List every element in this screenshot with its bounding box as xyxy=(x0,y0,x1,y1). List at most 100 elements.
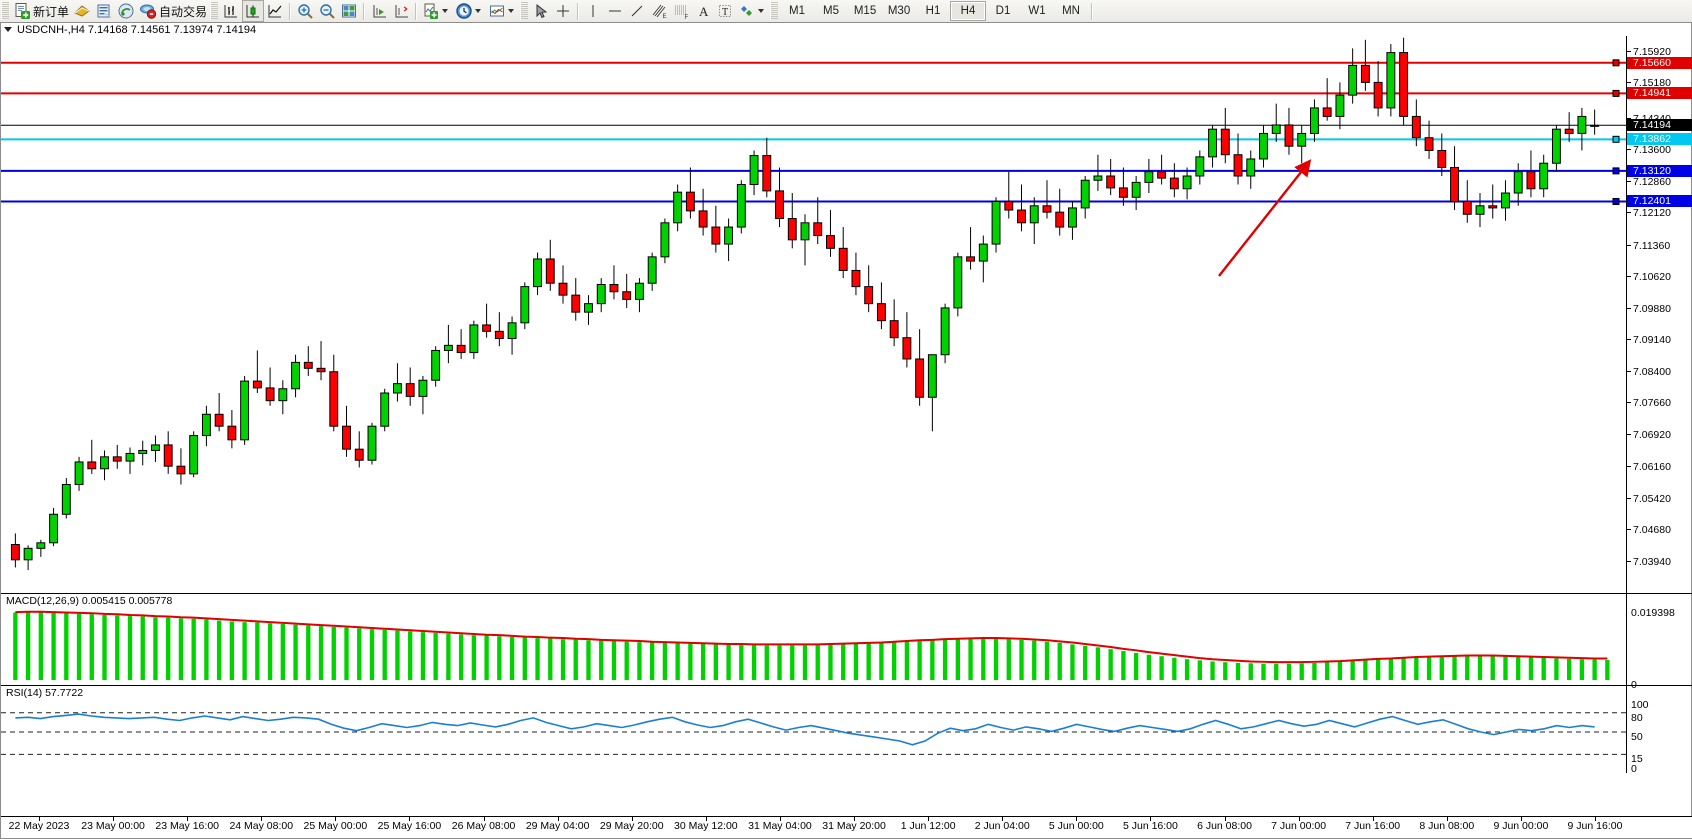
toolbar-separator-4 xyxy=(577,2,580,20)
svg-text:T: T xyxy=(722,7,728,18)
timeframe-w1[interactable]: W1 xyxy=(1028,5,1046,17)
chart-window[interactable]: USDCNH-,H4 7.14168 7.14561 7.13974 7.141… xyxy=(0,22,1692,839)
price-tick: 7.10620 xyxy=(1627,271,1692,283)
macd-plot-area[interactable] xyxy=(1,594,1627,685)
line-chart-button[interactable] xyxy=(264,1,286,21)
price-tick: 7.13600 xyxy=(1627,144,1692,156)
time-axis-label: 29 May 20:00 xyxy=(599,820,664,832)
line-chart-icon xyxy=(266,2,284,20)
toolbar-grip[interactable] xyxy=(1,2,9,20)
new-order-button[interactable]: 新订单 xyxy=(11,1,71,21)
auto-trading-icon xyxy=(139,2,157,20)
fibonacci-button[interactable]: F xyxy=(670,1,692,21)
templates-list-button[interactable] xyxy=(486,1,519,21)
time-tick xyxy=(779,817,781,821)
timeframe-m15[interactable]: M15 xyxy=(853,5,877,17)
zoom-out-button[interactable] xyxy=(316,1,338,21)
bar-chart-icon xyxy=(222,2,240,20)
period-dropdown-arrow-icon[interactable] xyxy=(475,9,482,13)
price-scale[interactable]: 7.159207.151807.143407.136007.128607.121… xyxy=(1626,36,1692,593)
auto-trading-button[interactable]: 自动交易 xyxy=(137,1,209,21)
rsi-tick: 15 xyxy=(1631,753,1643,766)
timeframe-mn[interactable]: MN xyxy=(1062,5,1080,17)
new-order-label: 新订单 xyxy=(33,4,70,19)
time-axis[interactable]: 22 May 2023 23 May 00:00 23 May 16:00 24 Ma… xyxy=(1,816,1692,838)
main-toolbar: 新订单 xyxy=(0,0,1692,23)
price-tag-last-price[interactable]: 7.14194 xyxy=(1627,119,1692,132)
time-axis-label: 2 Jun 04:00 xyxy=(974,820,1030,832)
rsi-scale[interactable]: 100 80 50 15 0 xyxy=(1626,686,1692,775)
candlestick-chart-button[interactable] xyxy=(242,0,265,22)
time-tick xyxy=(1150,817,1152,821)
price-tag-resistance-1[interactable]: 7.14941 xyxy=(1627,87,1692,100)
vline-button[interactable] xyxy=(582,1,604,21)
trendline-button[interactable] xyxy=(626,1,648,21)
period-button[interactable] xyxy=(453,1,486,21)
equidistant-channel-button[interactable]: E xyxy=(648,1,670,21)
time-tick xyxy=(483,817,485,821)
timeframe-m1[interactable]: M1 xyxy=(789,5,806,17)
timeframe-m30[interactable]: M30 xyxy=(887,5,911,17)
text-label-button[interactable]: T xyxy=(714,1,736,21)
bar-chart-button[interactable] xyxy=(220,1,242,21)
zoom-in-button[interactable] xyxy=(294,1,316,21)
price-tick: 7.09880 xyxy=(1627,303,1692,315)
timeframe-d1[interactable]: D1 xyxy=(995,5,1011,17)
rsi-tick: 0 xyxy=(1631,763,1637,775)
time-tick xyxy=(854,817,856,821)
time-axis-label: 23 May 16:00 xyxy=(155,820,220,832)
rsi-plot-area[interactable] xyxy=(1,686,1627,773)
rsi-label: RSI(14) 57.7722 xyxy=(4,687,86,699)
hline-button[interactable] xyxy=(604,1,626,21)
time-tick xyxy=(261,817,263,821)
rsi-svg xyxy=(1,712,1627,755)
price-tick: 7.15920 xyxy=(1627,46,1692,58)
data-window-button[interactable] xyxy=(338,1,360,21)
chart-menu-triangle-icon[interactable] xyxy=(4,27,12,32)
rsi-tick: 80 xyxy=(1631,711,1643,724)
auto-scroll-icon xyxy=(370,2,388,20)
price-tag-support-1[interactable]: 7.13120 xyxy=(1627,164,1692,177)
cursor-button[interactable] xyxy=(530,1,552,21)
price-tag-cyan-level[interactable]: 7.13862 xyxy=(1627,133,1692,146)
auto-trading-label: 自动交易 xyxy=(159,4,208,19)
time-tick xyxy=(1002,817,1004,821)
rsi-pane[interactable]: RSI(14) 57.7722 100 80 50 15 0 xyxy=(1,685,1692,775)
price-tick: 7.12860 xyxy=(1627,176,1692,188)
timeframe-h4[interactable]: H4 xyxy=(950,1,987,21)
price-tick: 7.03940 xyxy=(1627,556,1692,568)
period-icon xyxy=(455,2,473,20)
price-tick: 7.07660 xyxy=(1627,397,1692,409)
price-pane[interactable]: 7.159207.151807.143407.136007.128607.121… xyxy=(1,36,1692,593)
toolbar-grip-2[interactable] xyxy=(210,2,219,20)
templates-dropdown-arrow-icon[interactable] xyxy=(508,9,515,13)
toolbar-grip-3[interactable] xyxy=(520,2,529,20)
signals-icon xyxy=(117,2,135,20)
price-tick: 7.15180 xyxy=(1627,77,1692,89)
macd-scale[interactable]: 0.019398 0 xyxy=(1626,594,1692,691)
toolbar-grip-4[interactable] xyxy=(770,2,779,20)
objects-button[interactable] xyxy=(736,1,769,21)
indicators-dropdown-arrow-icon[interactable] xyxy=(442,9,449,13)
auto-scroll-button[interactable] xyxy=(368,1,390,21)
objects-dropdown-arrow-icon[interactable] xyxy=(758,9,765,13)
timeframe-h1[interactable]: H1 xyxy=(925,5,941,17)
timeframe-m5[interactable]: M5 xyxy=(823,5,840,17)
price-tag-support-2[interactable]: 7.12401 xyxy=(1627,195,1692,208)
macd-pane[interactable]: MACD(12,26,9) 0.005415 0.005778 0.019398… xyxy=(1,593,1692,691)
candlestick-chart-icon xyxy=(244,2,262,20)
expert-advisor-button[interactable] xyxy=(71,1,93,21)
templates-button[interactable] xyxy=(93,1,115,21)
indicators-button[interactable] xyxy=(420,1,453,21)
price-tag-resistance-2[interactable]: 7.15660 xyxy=(1627,56,1692,69)
time-tick xyxy=(1224,817,1226,821)
time-tick xyxy=(1446,817,1448,821)
price-plot-area[interactable] xyxy=(1,36,1627,593)
signals-button[interactable] xyxy=(115,1,137,21)
time-axis-label: 5 Jun 00:00 xyxy=(1048,820,1104,832)
time-axis-label: 22 May 2023 xyxy=(8,820,70,832)
crosshair-button[interactable] xyxy=(552,1,574,21)
chart-shift-button[interactable] xyxy=(390,1,412,21)
cursor-icon xyxy=(532,2,550,20)
text-button[interactable]: A xyxy=(692,1,714,21)
